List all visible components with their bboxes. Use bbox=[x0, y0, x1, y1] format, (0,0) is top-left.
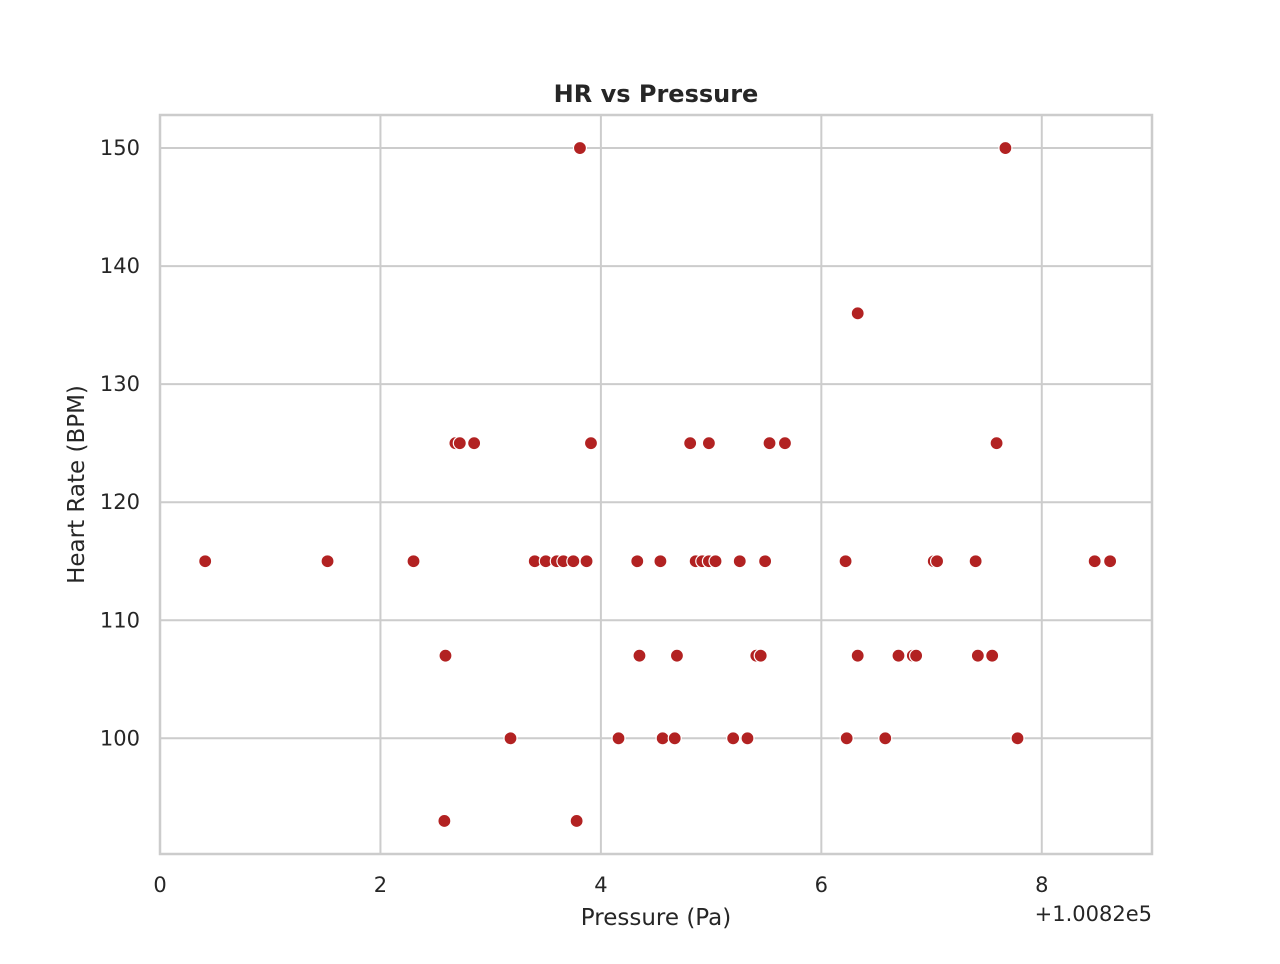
data-point bbox=[683, 436, 698, 451]
data-point bbox=[753, 648, 768, 663]
y-tick-label: 100 bbox=[100, 726, 140, 750]
data-point bbox=[909, 648, 924, 663]
data-point bbox=[320, 554, 335, 569]
x-tick-label: 0 bbox=[153, 873, 166, 897]
data-point bbox=[850, 648, 865, 663]
data-point bbox=[667, 731, 682, 746]
data-point bbox=[878, 731, 893, 746]
data-point bbox=[777, 436, 793, 451]
x-axis-label: Pressure (Pa) bbox=[581, 905, 731, 931]
plot-area-frame bbox=[158, 113, 1154, 856]
x-tick-label: 6 bbox=[815, 873, 828, 897]
data-point bbox=[611, 731, 626, 746]
x-axis-offset-label: +1.0082e5 bbox=[1035, 902, 1152, 926]
data-point bbox=[569, 813, 584, 829]
data-point bbox=[968, 554, 983, 569]
data-point bbox=[929, 554, 945, 569]
data-point bbox=[467, 436, 482, 451]
data-point bbox=[970, 648, 985, 663]
data-point bbox=[838, 554, 853, 569]
y-tick-label: 140 bbox=[100, 254, 140, 278]
chart-title: HR vs Pressure bbox=[554, 80, 759, 108]
data-point bbox=[701, 436, 717, 451]
data-point bbox=[726, 731, 741, 746]
data-point bbox=[406, 554, 421, 569]
y-tick-label: 110 bbox=[100, 608, 140, 632]
data-point bbox=[669, 648, 685, 663]
data-point bbox=[437, 813, 452, 829]
data-point bbox=[740, 731, 755, 746]
y-tick-label: 150 bbox=[100, 136, 140, 160]
y-axis-label: Heart Rate (BPM) bbox=[64, 385, 90, 584]
data-point bbox=[579, 554, 594, 569]
data-point bbox=[998, 140, 1013, 156]
data-point bbox=[891, 648, 906, 663]
data-point bbox=[452, 436, 467, 451]
data-point bbox=[850, 306, 865, 321]
x-tick-label: 8 bbox=[1035, 873, 1048, 897]
y-tick-label: 130 bbox=[100, 372, 140, 396]
x-tick-label: 4 bbox=[594, 873, 607, 897]
data-point bbox=[762, 436, 777, 451]
data-point bbox=[438, 648, 453, 663]
data-point bbox=[632, 648, 647, 663]
data-point bbox=[583, 436, 599, 451]
x-tick-label: 2 bbox=[374, 873, 387, 897]
data-point bbox=[989, 436, 1004, 451]
data-point bbox=[655, 731, 670, 746]
data-point bbox=[566, 554, 581, 569]
data-point bbox=[1010, 731, 1025, 746]
data-point bbox=[572, 140, 588, 156]
data-point bbox=[653, 554, 668, 569]
y-tick-labels: 100 110 120 130 140 150 bbox=[100, 136, 140, 750]
x-tick-labels: 0 2 4 6 8 bbox=[153, 873, 1048, 897]
data-point bbox=[732, 554, 747, 569]
data-point bbox=[985, 648, 1000, 663]
data-point bbox=[708, 554, 723, 569]
data-point bbox=[1103, 554, 1118, 569]
data-point bbox=[630, 554, 645, 569]
data-point bbox=[198, 554, 213, 569]
data-point bbox=[758, 554, 773, 569]
data-point bbox=[839, 731, 854, 746]
data-points bbox=[198, 140, 1118, 829]
data-point bbox=[1087, 554, 1102, 569]
data-point bbox=[503, 731, 518, 746]
y-tick-label: 120 bbox=[100, 490, 140, 514]
